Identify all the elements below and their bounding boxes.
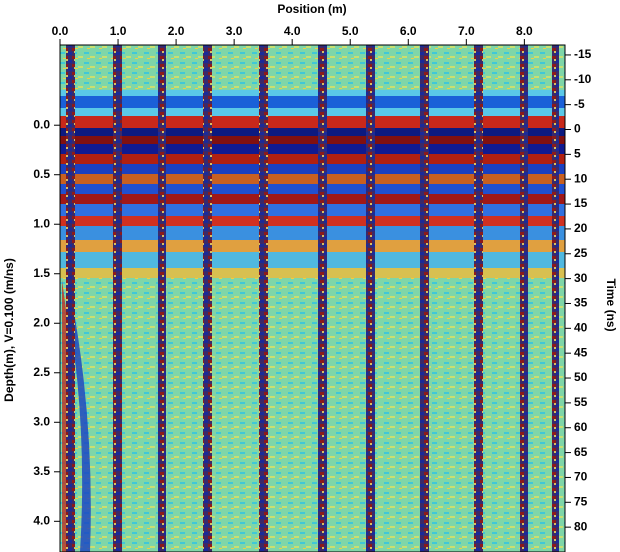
x-tick-label: 4.0: [284, 24, 301, 38]
y2-tick-label: 0: [574, 122, 581, 136]
y-axis-label: Depth(m), V=0.100 (m/ns): [2, 258, 16, 402]
y-tick-label: 2.0: [33, 315, 50, 329]
y2-tick-label: 50: [574, 370, 588, 384]
y2-tick-label: 80: [574, 519, 588, 533]
x-tick-label: 7.0: [458, 24, 475, 38]
y-tick-label: 3.0: [33, 414, 50, 428]
y-tick-label: 2.5: [33, 365, 50, 379]
y-tick-label: 1.5: [33, 266, 50, 280]
x-tick-label: 6.0: [400, 24, 417, 38]
plot-frame: [59, 44, 566, 552]
y2-tick-label: 60: [574, 420, 588, 434]
radargram-image: [60, 45, 565, 552]
y2-tick-label: -10: [574, 72, 592, 86]
x-tick-label: 0.0: [52, 24, 69, 38]
y2-tick-label: -5: [574, 97, 585, 111]
y2-tick-label: 30: [574, 271, 588, 285]
y2-tick-label: -15: [574, 47, 592, 61]
y-tick-label: 0.0: [33, 117, 50, 131]
x-tick-label: 2.0: [168, 24, 185, 38]
y2-tick-label: 45: [574, 345, 588, 359]
y2-tick-label: 25: [574, 246, 588, 260]
y2-tick-label: 35: [574, 296, 588, 310]
y2-tick-label: 65: [574, 445, 588, 459]
y2-tick-label: 70: [574, 470, 588, 484]
y2-tick-label: 75: [574, 494, 588, 508]
y-tick-label: 0.5: [33, 167, 50, 181]
y2-tick-label: 15: [574, 196, 588, 210]
y2-axis-label: Time (ns): [604, 278, 618, 331]
x-tick-label: 8.0: [516, 24, 533, 38]
y-tick-label: 4.0: [33, 513, 50, 527]
x-tick-label: 3.0: [226, 24, 243, 38]
y2-tick-label: 5: [574, 147, 581, 161]
y2-tick-label: 10: [574, 171, 588, 185]
y-tick-label: 3.5: [33, 464, 50, 478]
x-tick-label: 1.0: [110, 24, 127, 38]
y-tick-label: 1.0: [33, 216, 50, 230]
y2-tick-label: 20: [574, 221, 588, 235]
x-axis-label: Position (m): [277, 2, 346, 16]
y2-tick-label: 40: [574, 320, 588, 334]
x-tick-label: 5.0: [342, 24, 359, 38]
y2-tick-label: 55: [574, 395, 588, 409]
